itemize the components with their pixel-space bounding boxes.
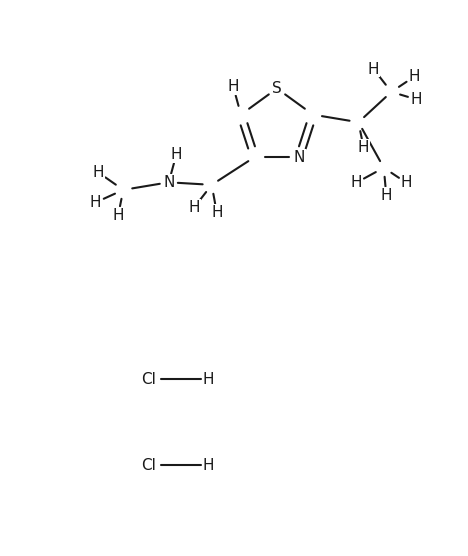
Text: Cl: Cl: [141, 371, 155, 386]
Text: H: H: [211, 205, 222, 220]
Text: H: H: [401, 175, 412, 190]
Text: H: H: [409, 70, 420, 85]
Text: S: S: [272, 81, 282, 96]
Text: H: H: [203, 371, 214, 386]
Text: Cl: Cl: [141, 458, 155, 473]
Text: H: H: [368, 62, 380, 77]
Text: N: N: [293, 150, 305, 165]
Text: H: H: [92, 165, 104, 180]
Text: H: H: [112, 207, 124, 222]
Text: H: H: [188, 200, 200, 215]
Text: H: H: [380, 188, 392, 203]
Text: H: H: [350, 175, 362, 190]
Text: H: H: [358, 140, 369, 155]
Text: N: N: [163, 175, 175, 190]
Text: H: H: [170, 147, 182, 162]
Text: H: H: [411, 92, 423, 107]
Text: H: H: [227, 80, 239, 95]
Text: H: H: [90, 195, 101, 210]
Text: H: H: [203, 458, 214, 473]
